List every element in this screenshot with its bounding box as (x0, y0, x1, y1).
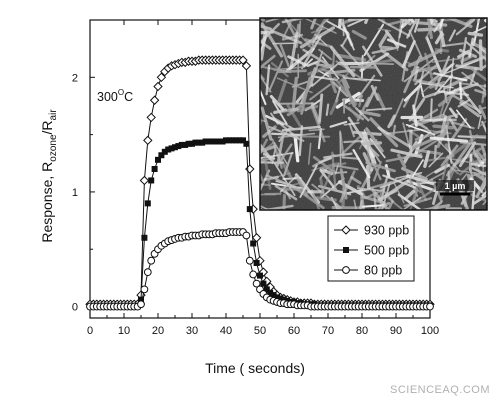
x-tick-label: 50 (254, 325, 266, 337)
data-point (146, 112, 156, 123)
data-point (141, 234, 148, 241)
data-point (178, 141, 185, 148)
legend-item: 930 ppb (334, 224, 409, 238)
data-point (172, 144, 178, 151)
y-tick-label: 1 (72, 187, 78, 199)
data-point (209, 138, 216, 145)
data-point (223, 137, 229, 144)
data-point (233, 137, 240, 144)
data-point (175, 143, 182, 150)
legend-marker (341, 225, 351, 235)
y-axis-title: Response, Rozone/Rair (39, 109, 59, 243)
data-point (189, 140, 195, 147)
legend-label: 80 ppb (364, 264, 402, 278)
data-point (137, 300, 145, 309)
data-point (249, 270, 258, 279)
legend-item: 500 ppb (334, 244, 409, 258)
sem-inset-image: 1 µm (259, 17, 488, 211)
y-tick-label: 0 (72, 302, 78, 314)
data-point (144, 200, 151, 207)
legend-marker (343, 247, 349, 253)
y-tick-label: 2 (72, 72, 78, 84)
data-point (253, 259, 260, 266)
series-80-ppb (86, 228, 434, 311)
data-point (250, 240, 257, 247)
data-point (192, 139, 199, 146)
legend-label: 500 ppb (364, 244, 409, 258)
data-point (252, 279, 261, 288)
data-point (182, 141, 189, 148)
data-point (165, 146, 172, 153)
data-point (260, 280, 267, 287)
x-tick-label: 40 (220, 325, 232, 337)
data-point (155, 156, 161, 163)
data-point (238, 55, 248, 65)
data-point (206, 138, 212, 145)
data-point (257, 272, 263, 279)
data-point (156, 72, 167, 83)
scale-bar-label: 1 µm (445, 181, 466, 191)
x-tick-label: 70 (322, 325, 334, 337)
legend-item: 80 ppb (334, 264, 402, 278)
x-axis-title: Time ( seconds) (205, 360, 305, 376)
data-point (143, 135, 153, 146)
data-point (277, 295, 284, 302)
data-point (199, 139, 206, 146)
data-point (229, 137, 236, 144)
data-point (245, 164, 255, 174)
x-tick-label: 80 (356, 325, 368, 337)
watermark: SCIENCEAQ.COM (390, 384, 490, 396)
data-point (251, 233, 262, 243)
data-point (149, 95, 160, 105)
data-point (147, 256, 156, 265)
data-point (151, 166, 158, 172)
axes: 0 10 20 30 40 50 60 70 80 90 100 0 1 2 (72, 19, 439, 337)
data-point (267, 289, 274, 296)
x-tick-label: 0 (87, 325, 93, 337)
data-point (245, 256, 254, 265)
legend-label: 930 ppb (364, 224, 409, 238)
data-point (246, 206, 253, 213)
legend: 930 ppb 500 ppb 80 ppb (327, 215, 415, 282)
data-point (161, 148, 168, 155)
x-tick-label: 20 (152, 325, 164, 337)
data-point (195, 139, 202, 146)
temperature-annotation: 300OC (97, 88, 133, 104)
x-tick-label: 60 (288, 325, 300, 337)
data-point (242, 231, 251, 240)
legend-marker (342, 266, 350, 274)
data-point (226, 137, 233, 144)
series-layer (85, 55, 435, 311)
x-tick-label: 90 (390, 325, 402, 337)
data-point (158, 152, 165, 159)
data-point (140, 285, 149, 294)
data-point (263, 286, 270, 293)
data-point (148, 177, 155, 184)
x-tick-label: 10 (118, 325, 130, 337)
data-point (426, 302, 434, 311)
data-point (139, 175, 150, 186)
data-point (153, 81, 163, 92)
data-point (143, 268, 152, 277)
data-point (270, 292, 277, 299)
x-tick-label: 100 (421, 325, 439, 337)
data-point (243, 140, 250, 147)
data-point (138, 296, 144, 303)
data-point (168, 145, 175, 152)
data-point (185, 140, 192, 147)
data-point (274, 294, 280, 301)
data-point (216, 138, 223, 145)
data-point (240, 137, 246, 144)
data-point (236, 137, 243, 144)
data-point (212, 138, 219, 145)
data-point (241, 61, 252, 71)
data-point (219, 138, 226, 145)
data-point (202, 138, 209, 145)
x-tick-label: 30 (186, 325, 198, 337)
